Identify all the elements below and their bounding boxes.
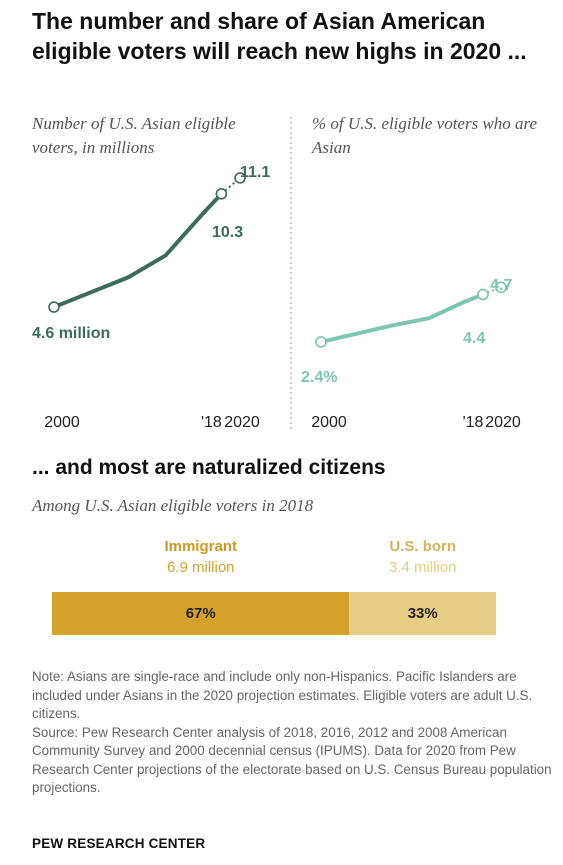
- right-data-label-2018: 4.4: [463, 330, 485, 347]
- note: Note: Asians are single-race and include…: [32, 669, 533, 721]
- left-point-2018: [215, 188, 228, 200]
- stacked-bar: 67% 33%: [52, 592, 496, 635]
- right-chart-title: % of U.S. eligible voters who are Asian: [312, 114, 538, 157]
- note-text: Note: Asians are single-race and include…: [32, 668, 552, 798]
- left-data-label-first: 4.6 million: [32, 325, 110, 342]
- right-point-2000: [315, 336, 327, 348]
- left-x-tick-label: 2020: [224, 414, 260, 431]
- brand-logo: PEW RESEARCH CENTER: [32, 836, 206, 851]
- right-x-tick-label: '18: [463, 414, 484, 431]
- right-x-tick-label: 2020: [485, 414, 521, 431]
- source-text: Source: Pew Research Center analysis of …: [32, 724, 552, 796]
- us-born-label: U.S. born: [389, 538, 457, 555]
- right-point-2018: [477, 288, 489, 301]
- left-point-2000: [48, 301, 60, 313]
- right-series-line: [319, 292, 485, 344]
- left-series-line: [52, 191, 224, 310]
- us-born-count: 3.4 million: [388, 559, 457, 576]
- right-data-label-first: 2.4%: [301, 369, 337, 386]
- immigrant-count: 6.9 million: [166, 559, 235, 576]
- bar-chart-title: Among U.S. Asian eligible voters in 2018: [32, 496, 314, 515]
- us-born-header: U.S. born 3.4 million: [349, 536, 496, 578]
- left-data-label-2020: 11.1: [240, 164, 270, 181]
- immigrant-header: Immigrant 6.9 million: [52, 536, 349, 578]
- right-point-2020: [495, 281, 507, 294]
- right-data-label-2020: 4.7: [490, 277, 512, 294]
- right-x-tick-label: 2000: [311, 414, 347, 431]
- left-line-chart: 4.6 million 10.3 11.1 2000 '18 2020: [32, 164, 270, 431]
- left-point-2020: [234, 172, 246, 184]
- left-chart-title: Number of U.S. Asian eligible voters, in…: [32, 114, 236, 157]
- us-born-bar-segment: 33%: [349, 592, 496, 635]
- left-x-tick-label: '18: [201, 414, 222, 431]
- page-title: The number and share of Asian American e…: [32, 8, 527, 64]
- section-title: ... and most are naturalized citizens: [32, 456, 386, 479]
- immigrant-bar-segment: 67%: [52, 592, 350, 635]
- left-x-tick-label: 2000: [44, 414, 80, 431]
- immigrant-label: Immigrant: [164, 538, 237, 555]
- left-data-label-2018: 10.3: [212, 224, 243, 241]
- right-line-chart: 2.4% 4.4 4.7 2000 '18 2020: [301, 277, 521, 431]
